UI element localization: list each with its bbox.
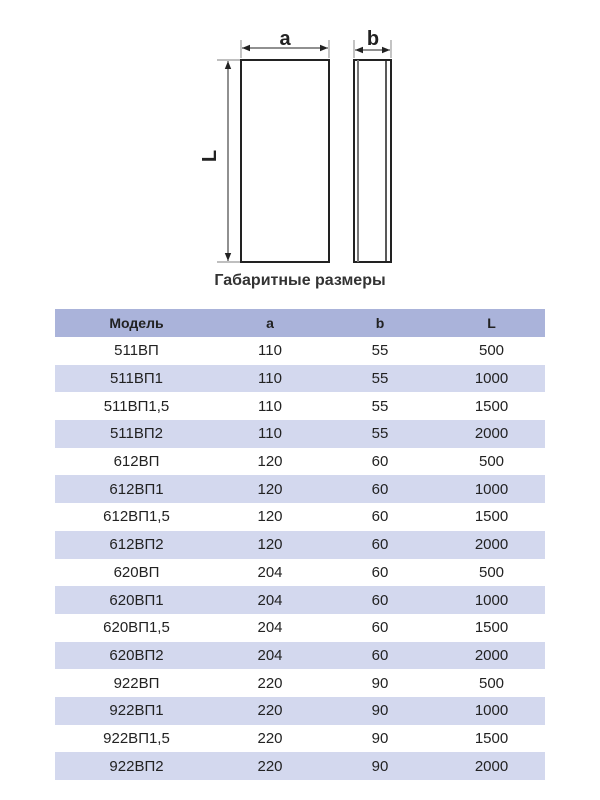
cell-b: 90 [371, 729, 389, 747]
cell-model: 612ВП2 [55, 530, 218, 559]
cell-a: 204 [257, 619, 283, 637]
cell-L: 500 [478, 563, 505, 581]
cell-a: 204 [218, 641, 322, 670]
cell-L: 1500 [474, 397, 509, 415]
cell-b: 55 [322, 364, 438, 393]
cell-L: 1000 [438, 364, 545, 393]
cell-b: 60 [371, 508, 389, 526]
cell-model: 511ВП [114, 342, 159, 360]
cell-a: 120 [218, 475, 322, 504]
cell-a: 220 [257, 674, 283, 692]
cell-b: 60 [322, 530, 438, 559]
cell-a: 204 [257, 563, 283, 581]
cell-L: 2000 [438, 420, 545, 448]
section-title: Габаритные размеры [214, 272, 386, 289]
cell-model: 511ВП2 [55, 420, 218, 448]
cell-L: 1000 [438, 696, 545, 725]
label-a: a [279, 28, 291, 50]
cell-model: 612ВП1,5 [103, 508, 170, 526]
table-row: 922ВП1 220 90 1000 [55, 696, 545, 725]
table-row: 922ВП1,5 220 90 1500 [55, 725, 545, 753]
cell-model: 922ВП1 [55, 696, 218, 725]
cell-model: 620ВП1,5 [103, 619, 170, 637]
cell-b: 55 [371, 397, 389, 415]
table-row: 620ВП1,5 204 60 1500 [55, 614, 545, 642]
table-row: 612ВП 120 60 500 [55, 448, 545, 476]
cell-b: 90 [322, 752, 438, 780]
table-row: 620ВП2 204 60 2000 [55, 641, 545, 670]
table-row: 620ВП 204 60 500 [55, 559, 545, 587]
cell-a: 220 [257, 729, 283, 747]
cell-b: 60 [371, 563, 389, 581]
dimensions-table: Модель a b L 511ВП 110 55 500 511ВП1 110 55 100… [55, 309, 545, 780]
cell-a: 110 [218, 420, 322, 448]
cell-model: 620ВП2 [55, 641, 218, 670]
cell-a: 110 [218, 364, 322, 393]
cell-L: 2000 [438, 752, 545, 780]
header-a: a [218, 309, 322, 337]
cell-a: 220 [218, 752, 322, 780]
dimension-drawing: a L b [199, 28, 392, 263]
cell-L: 500 [478, 342, 505, 360]
cell-b: 60 [371, 453, 389, 471]
cell-L: 1000 [438, 586, 545, 614]
label-b: b [367, 28, 379, 50]
cell-model: 511ВП1,5 [103, 397, 170, 415]
cell-b: 90 [322, 696, 438, 725]
cell-L: 1500 [474, 619, 509, 637]
table-row: 612ВП1 120 60 1000 [55, 475, 545, 504]
cell-model: 511ВП1 [55, 364, 218, 393]
table-row: 620ВП1 204 60 1000 [55, 586, 545, 614]
cell-b: 60 [371, 619, 389, 637]
table-row: 612ВП2 120 60 2000 [55, 530, 545, 559]
header-L: L [438, 309, 545, 337]
cell-L: 1000 [438, 475, 545, 504]
cell-L: 500 [478, 453, 505, 471]
cell-model: 922ВП1,5 [103, 729, 170, 747]
cell-a: 120 [218, 530, 322, 559]
cell-b: 60 [322, 475, 438, 504]
cell-a: 120 [257, 508, 283, 526]
table-row: 511ВП1,5 110 55 1500 [55, 392, 545, 420]
cell-L: 2000 [438, 641, 545, 670]
cell-L: 1500 [474, 729, 509, 747]
cell-a: 220 [218, 696, 322, 725]
cell-b: 55 [371, 342, 389, 360]
cell-model: 612ВП [113, 453, 160, 471]
cell-model: 922ВП2 [55, 752, 218, 780]
table-row: 511ВП 110 55 500 [55, 337, 545, 365]
label-L: L [199, 150, 221, 162]
cell-model: 620ВП [113, 563, 160, 581]
cell-b: 90 [371, 674, 389, 692]
cell-a: 110 [258, 397, 282, 415]
side-view [353, 59, 392, 263]
cell-a: 204 [218, 586, 322, 614]
header-model: Модель [55, 309, 218, 337]
header-b: b [322, 309, 438, 337]
cell-L: 1500 [474, 508, 509, 526]
table-row: 612ВП1,5 120 60 1500 [55, 503, 545, 531]
cell-L: 500 [478, 674, 505, 692]
cell-a: 110 [258, 342, 282, 360]
table-row: 511ВП2 110 55 2000 [55, 420, 545, 448]
cell-b: 60 [322, 586, 438, 614]
cell-model: 620ВП1 [55, 586, 218, 614]
table-row: 511ВП1 110 55 1000 [55, 364, 545, 393]
cell-model: 612ВП1 [55, 475, 218, 504]
cell-model: 922ВП [113, 674, 160, 692]
cell-a: 120 [257, 453, 283, 471]
table-header-row: Модель a b L [55, 309, 545, 337]
table-row: 922ВП2 220 90 2000 [55, 752, 545, 780]
cell-b: 55 [322, 420, 438, 448]
table-row: 922ВП 220 90 500 [55, 669, 545, 697]
cell-L: 2000 [438, 530, 545, 559]
front-view [240, 59, 330, 263]
cell-b: 60 [322, 641, 438, 670]
